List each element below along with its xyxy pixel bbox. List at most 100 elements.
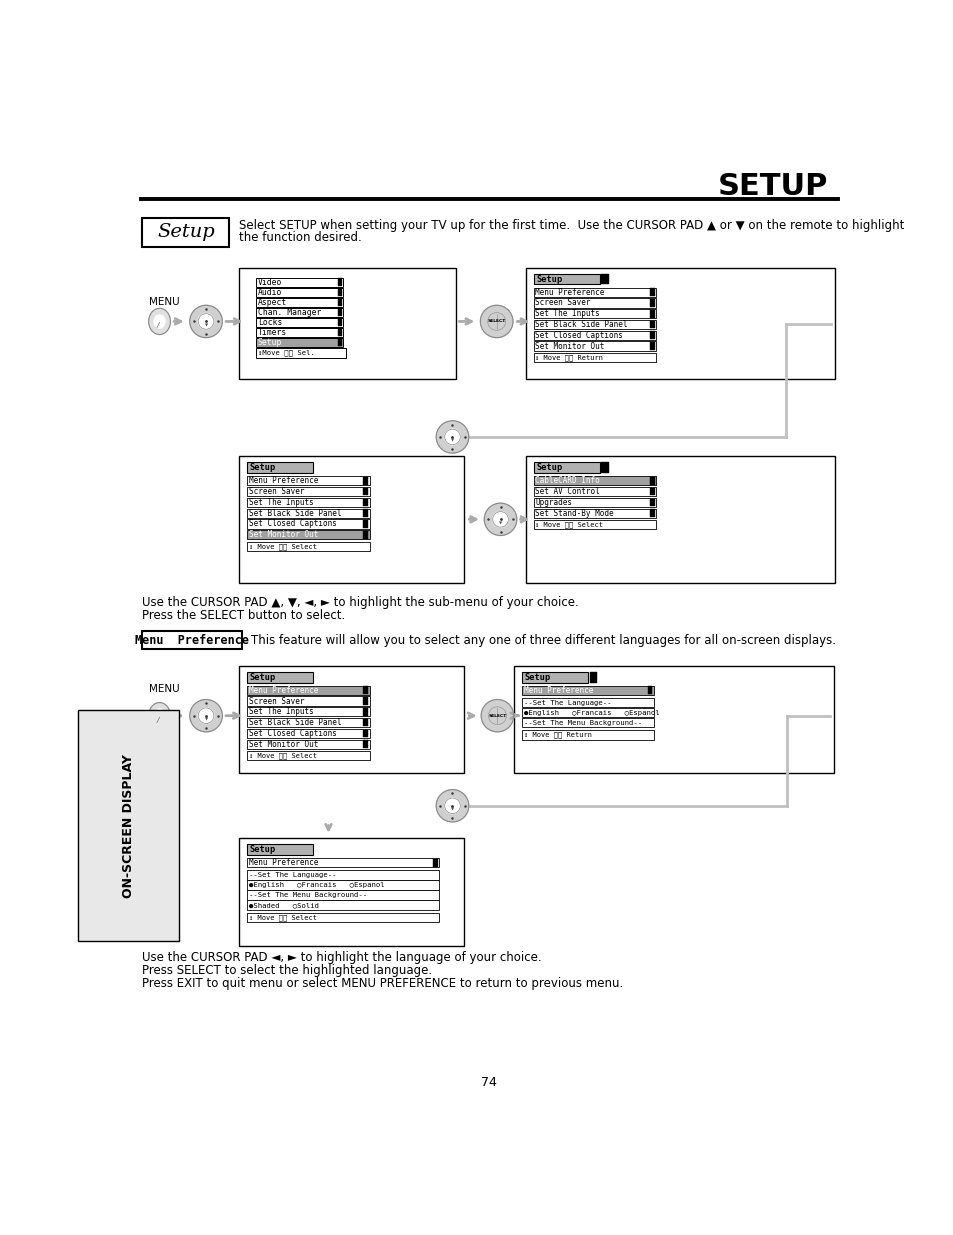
Bar bbox=[239, 268, 456, 379]
Bar bbox=[337, 278, 341, 287]
Text: MENU: MENU bbox=[149, 684, 179, 694]
Text: Upgrades: Upgrades bbox=[535, 498, 572, 506]
Bar bbox=[589, 672, 597, 683]
Text: This feature will allow you to select any one of three different languages for a: This feature will allow you to select an… bbox=[251, 634, 835, 647]
Text: --Set The Language--: --Set The Language-- bbox=[523, 699, 611, 705]
Text: Screen Saver: Screen Saver bbox=[535, 299, 590, 308]
Text: SETUP: SETUP bbox=[718, 172, 827, 201]
Text: Select SETUP when setting your TV up for the first time.  Use the CURSOR PAD ▲ o: Select SETUP when setting your TV up for… bbox=[239, 220, 903, 232]
Bar bbox=[534, 498, 656, 508]
Bar bbox=[239, 666, 464, 773]
Bar bbox=[363, 531, 368, 538]
Circle shape bbox=[436, 421, 468, 453]
Bar bbox=[247, 542, 369, 551]
Bar bbox=[534, 288, 656, 296]
Bar bbox=[247, 740, 369, 748]
Bar bbox=[534, 299, 656, 308]
Bar bbox=[247, 487, 369, 496]
Circle shape bbox=[480, 305, 513, 337]
Text: ▼: ▼ bbox=[204, 718, 208, 721]
Bar bbox=[433, 858, 437, 867]
Bar bbox=[256, 327, 343, 337]
Text: Press EXIT to quit menu or select MENU PREFERENCE to return to previous menu.: Press EXIT to quit menu or select MENU P… bbox=[142, 977, 623, 990]
Bar bbox=[534, 320, 656, 330]
Bar bbox=[363, 687, 368, 694]
Text: ↕ Move Ⓢⓔ Return: ↕ Move Ⓢⓔ Return bbox=[535, 354, 603, 361]
Text: Menu Preference: Menu Preference bbox=[249, 685, 317, 695]
Bar bbox=[337, 299, 341, 306]
Circle shape bbox=[444, 430, 460, 445]
Circle shape bbox=[198, 708, 213, 724]
Bar bbox=[514, 666, 833, 773]
Text: ●English   ○Francais   ○Espanol: ●English ○Francais ○Espanol bbox=[249, 882, 384, 888]
Bar bbox=[649, 477, 654, 484]
Bar bbox=[363, 698, 368, 705]
Text: /: / bbox=[156, 322, 158, 329]
Text: SELECT: SELECT bbox=[487, 320, 505, 324]
Bar bbox=[534, 509, 656, 517]
Text: CableCARD Info: CableCARD Info bbox=[535, 477, 599, 485]
Bar bbox=[256, 288, 343, 296]
Bar bbox=[649, 299, 654, 306]
Text: ↕ Move Ⓢⓔ Select: ↕ Move Ⓢⓔ Select bbox=[249, 543, 316, 550]
Text: ▼: ▼ bbox=[204, 324, 208, 327]
Text: Setup: Setup bbox=[249, 463, 275, 472]
Text: Set Monitor Out: Set Monitor Out bbox=[535, 342, 604, 351]
Text: Set The Inputs: Set The Inputs bbox=[249, 708, 314, 716]
Bar bbox=[247, 697, 369, 705]
Text: Menu Preference: Menu Preference bbox=[249, 858, 317, 867]
Text: ●English   ○Francais   ○Espanol: ●English ○Francais ○Espanol bbox=[523, 710, 659, 715]
Bar bbox=[337, 309, 341, 316]
Bar bbox=[600, 274, 608, 284]
Text: ↕Move Ⓢⓔ Sel.: ↕Move Ⓢⓔ Sel. bbox=[257, 350, 314, 357]
Bar bbox=[534, 520, 656, 530]
Text: Locks: Locks bbox=[257, 317, 282, 327]
Bar bbox=[534, 487, 656, 496]
Bar bbox=[247, 871, 439, 879]
Text: Press SELECT to select the highlighted language.: Press SELECT to select the highlighted l… bbox=[142, 965, 432, 977]
Bar bbox=[256, 308, 343, 317]
Text: ↕ Move Ⓢⓔ Return: ↕ Move Ⓢⓔ Return bbox=[523, 731, 591, 739]
Bar bbox=[521, 672, 587, 683]
Text: ▼: ▼ bbox=[451, 808, 454, 811]
Text: ●Shaded   ○Solid: ●Shaded ○Solid bbox=[249, 902, 318, 908]
Bar bbox=[256, 337, 343, 347]
Text: SELECT: SELECT bbox=[488, 714, 506, 718]
Circle shape bbox=[444, 798, 460, 814]
Text: MENU: MENU bbox=[149, 298, 179, 308]
Circle shape bbox=[492, 511, 508, 527]
Bar bbox=[247, 890, 439, 900]
Bar bbox=[247, 462, 313, 473]
Circle shape bbox=[484, 503, 517, 536]
Text: Set Closed Captions: Set Closed Captions bbox=[249, 520, 336, 529]
Text: Set Black Side Panel: Set Black Side Panel bbox=[535, 320, 627, 329]
Ellipse shape bbox=[149, 309, 171, 335]
Text: Set Stand-By Mode: Set Stand-By Mode bbox=[535, 509, 614, 517]
Bar bbox=[363, 730, 368, 737]
Text: ▼: ▼ bbox=[498, 521, 501, 525]
Bar bbox=[239, 456, 464, 583]
Ellipse shape bbox=[154, 709, 165, 722]
Bar bbox=[363, 740, 368, 748]
Bar bbox=[247, 672, 313, 683]
Bar bbox=[534, 309, 656, 319]
Bar bbox=[534, 331, 656, 340]
Text: Screen Saver: Screen Saver bbox=[249, 487, 304, 496]
Bar bbox=[247, 685, 369, 695]
Circle shape bbox=[190, 305, 222, 337]
Circle shape bbox=[198, 314, 213, 330]
Text: Setup: Setup bbox=[249, 673, 275, 682]
Text: Use the CURSOR PAD ◄, ► to highlight the language of your choice.: Use the CURSOR PAD ◄, ► to highlight the… bbox=[142, 951, 541, 965]
Bar bbox=[247, 913, 439, 923]
Bar bbox=[649, 331, 654, 340]
Bar bbox=[649, 488, 654, 495]
Bar bbox=[247, 520, 369, 529]
Text: Menu Preference: Menu Preference bbox=[249, 477, 317, 485]
Text: Setup: Setup bbox=[249, 845, 275, 855]
Bar bbox=[649, 499, 654, 506]
Text: /: / bbox=[156, 716, 158, 722]
Text: Set AV Control: Set AV Control bbox=[535, 487, 599, 496]
Bar bbox=[337, 288, 341, 296]
Text: Set Monitor Out: Set Monitor Out bbox=[249, 530, 317, 540]
Bar bbox=[256, 348, 346, 358]
